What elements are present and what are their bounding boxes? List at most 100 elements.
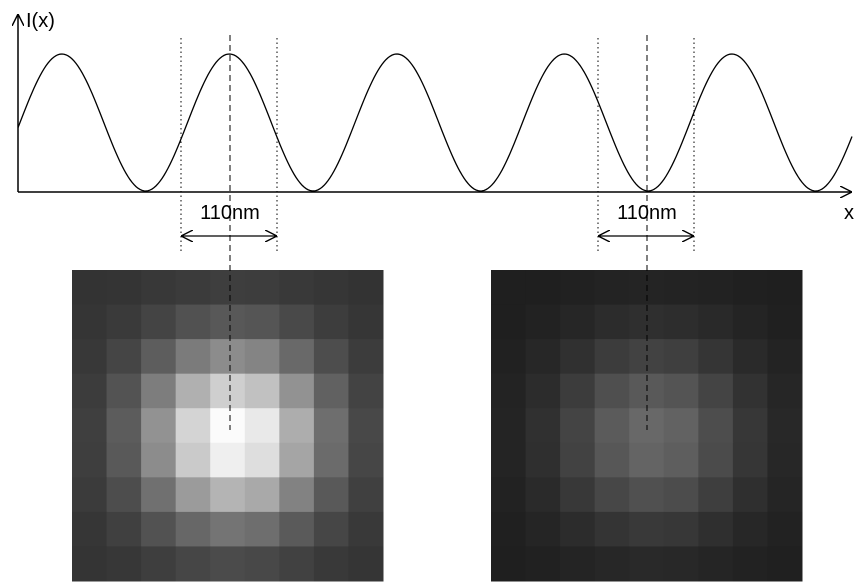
pixel: [733, 305, 768, 340]
pixel: [279, 270, 314, 305]
intensity-curve: [18, 54, 852, 191]
pixel: [491, 546, 526, 581]
pixel: [698, 305, 733, 340]
pixel: [526, 512, 561, 547]
pixel: [560, 477, 595, 512]
pixel: [210, 477, 245, 512]
pixel: [314, 477, 349, 512]
pixel: [245, 374, 280, 409]
pixel: [141, 477, 176, 512]
pixel: [733, 512, 768, 547]
pixel: [664, 546, 699, 581]
pixel: [526, 546, 561, 581]
pixel: [629, 546, 664, 581]
pixel: [314, 546, 349, 581]
pixel: [698, 512, 733, 547]
pixel-images: [72, 270, 803, 582]
pixel: [560, 546, 595, 581]
pixel: [210, 512, 245, 547]
pixel: [560, 443, 595, 478]
y-axis-label: I(x): [26, 10, 55, 32]
pixel: [733, 546, 768, 581]
pixel: [141, 546, 176, 581]
pixel: [72, 374, 107, 409]
pixel: [245, 408, 280, 443]
pixel: [767, 339, 802, 374]
pixel: [210, 339, 245, 374]
pixel: [107, 443, 142, 478]
pixel: [733, 443, 768, 478]
pixel: [245, 512, 280, 547]
pixel: [348, 443, 383, 478]
pixel: [698, 546, 733, 581]
pixel: [314, 408, 349, 443]
pixel: [279, 512, 314, 547]
pixel: [245, 546, 280, 581]
pixel: [698, 339, 733, 374]
pixel: [595, 512, 630, 547]
pixel: [176, 339, 211, 374]
pixel: [491, 305, 526, 340]
pixel: [72, 339, 107, 374]
pixel: [279, 408, 314, 443]
pixel: [767, 374, 802, 409]
pixel: [176, 477, 211, 512]
pixel: [348, 546, 383, 581]
pixel: [767, 305, 802, 340]
pixel: [664, 270, 699, 305]
pixel: [210, 408, 245, 443]
pixel: [141, 374, 176, 409]
pixel: [210, 443, 245, 478]
pixel: [141, 270, 176, 305]
pixel: [72, 305, 107, 340]
pixel: [314, 270, 349, 305]
pixel: [210, 270, 245, 305]
x-axis-label: x: [844, 202, 854, 224]
pixel: [245, 305, 280, 340]
pixel: [176, 443, 211, 478]
pixel: [595, 374, 630, 409]
pixel: [526, 477, 561, 512]
pixel: [698, 408, 733, 443]
pixel: [176, 408, 211, 443]
pixel: [526, 305, 561, 340]
pixel: [595, 477, 630, 512]
pixel: [314, 443, 349, 478]
pixel: [107, 512, 142, 547]
pixel: [107, 546, 142, 581]
pixel: [560, 408, 595, 443]
pixel: [767, 408, 802, 443]
pixel: [72, 477, 107, 512]
pixel: [107, 477, 142, 512]
pixel: [595, 408, 630, 443]
pixel: [491, 374, 526, 409]
pixel: [526, 339, 561, 374]
pixel: [141, 512, 176, 547]
pixel: [72, 512, 107, 547]
pixel: [210, 374, 245, 409]
pixel: [245, 477, 280, 512]
pixel: [348, 339, 383, 374]
pixel: [664, 374, 699, 409]
pixel: [526, 270, 561, 305]
pixel: [767, 546, 802, 581]
pixel: [733, 374, 768, 409]
pixel: [348, 374, 383, 409]
pixel: [72, 270, 107, 305]
pixel: [560, 270, 595, 305]
pixel: [698, 477, 733, 512]
pixel: [279, 443, 314, 478]
pixel: [664, 305, 699, 340]
pixel: [664, 443, 699, 478]
pixel: [560, 374, 595, 409]
pixel: [279, 374, 314, 409]
pixel: [279, 546, 314, 581]
pixel: [595, 305, 630, 340]
pixel: [629, 512, 664, 547]
pixel: [107, 305, 142, 340]
pixel: [595, 270, 630, 305]
pixel: [245, 443, 280, 478]
pixel: [141, 443, 176, 478]
pixel: [560, 305, 595, 340]
pixel: [314, 374, 349, 409]
